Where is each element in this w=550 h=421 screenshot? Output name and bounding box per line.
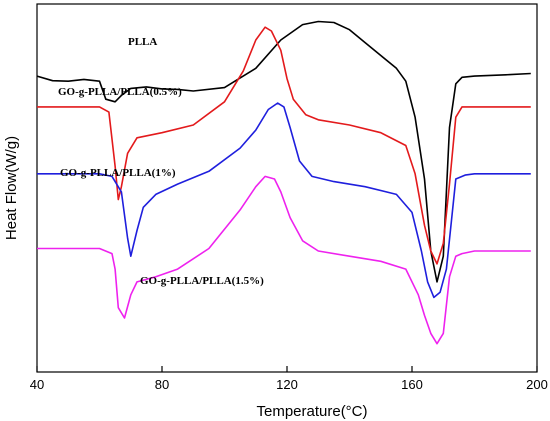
x-tick-label: 120	[276, 377, 298, 392]
y-axis-title: Heat Flow(W/g)	[3, 136, 20, 240]
series-line-1	[36, 20, 531, 283]
x-tick-label: 200	[526, 377, 548, 392]
x-tick-label: 80	[155, 377, 169, 392]
series-line-4	[37, 175, 531, 345]
series-label-3: GO-g-PLLA/PLLA(1%)	[60, 167, 176, 179]
series-label-2: GO-g-PLLA/PLLA(0.5%)	[58, 86, 182, 98]
x-tick-label: 160	[401, 377, 423, 392]
x-tick-label: 40	[30, 377, 44, 392]
series-lines	[36, 20, 531, 345]
x-axis-tick-labels: 40 80 120 160 200	[30, 377, 548, 392]
series-labels: PLLA GO-g-PLLA/PLLA(0.5%) GO-g-PLLA/PLLA(1…	[58, 36, 264, 287]
x-axis-ticks	[36, 366, 538, 372]
series-line-3	[37, 102, 531, 299]
series-line-2	[37, 26, 531, 265]
series-label-4: GO-g-PLLA/PLLA(1.5%)	[140, 275, 264, 287]
x-axis-title: Temperature(°C)	[256, 403, 367, 420]
series-label-1: PLLA	[128, 36, 157, 48]
plot-frame	[36, 3, 538, 373]
